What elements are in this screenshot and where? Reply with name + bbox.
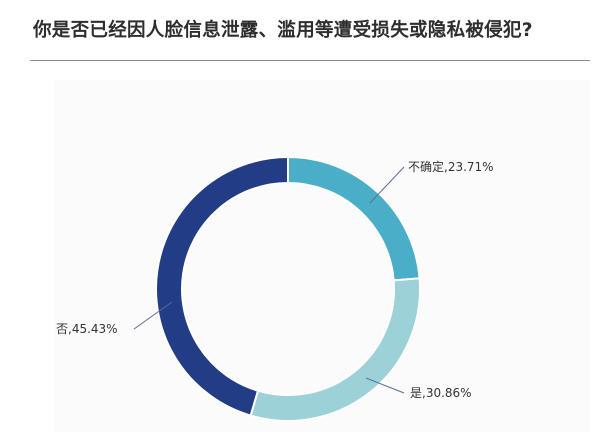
slice-labels: 不确定,23.71% 是,30.86% 否,45.43% bbox=[56, 159, 494, 400]
leader-line-3 bbox=[133, 301, 173, 330]
title-divider bbox=[30, 60, 590, 61]
donut-slices bbox=[154, 155, 421, 422]
title-bar: 你是否已经因人脸信息泄露、滥用等遭受损失或隐私被侵犯? bbox=[0, 0, 609, 60]
leader-lines bbox=[133, 166, 405, 394]
chart-title: 你是否已经因人脸信息泄露、滥用等遭受损失或隐私被侵犯? bbox=[33, 20, 533, 41]
donut-slice-1 bbox=[287, 155, 421, 282]
slice-label-2: 是,30.86% bbox=[410, 386, 472, 400]
leader-line-2 bbox=[365, 377, 405, 394]
leader-line-1 bbox=[369, 166, 405, 204]
plot-area bbox=[54, 80, 590, 432]
slice-label-3: 否,45.43% bbox=[56, 322, 118, 336]
donut-slice-2 bbox=[249, 277, 421, 422]
slice-label-1: 不确定,23.71% bbox=[408, 159, 494, 174]
donut-slice-3 bbox=[154, 155, 289, 417]
